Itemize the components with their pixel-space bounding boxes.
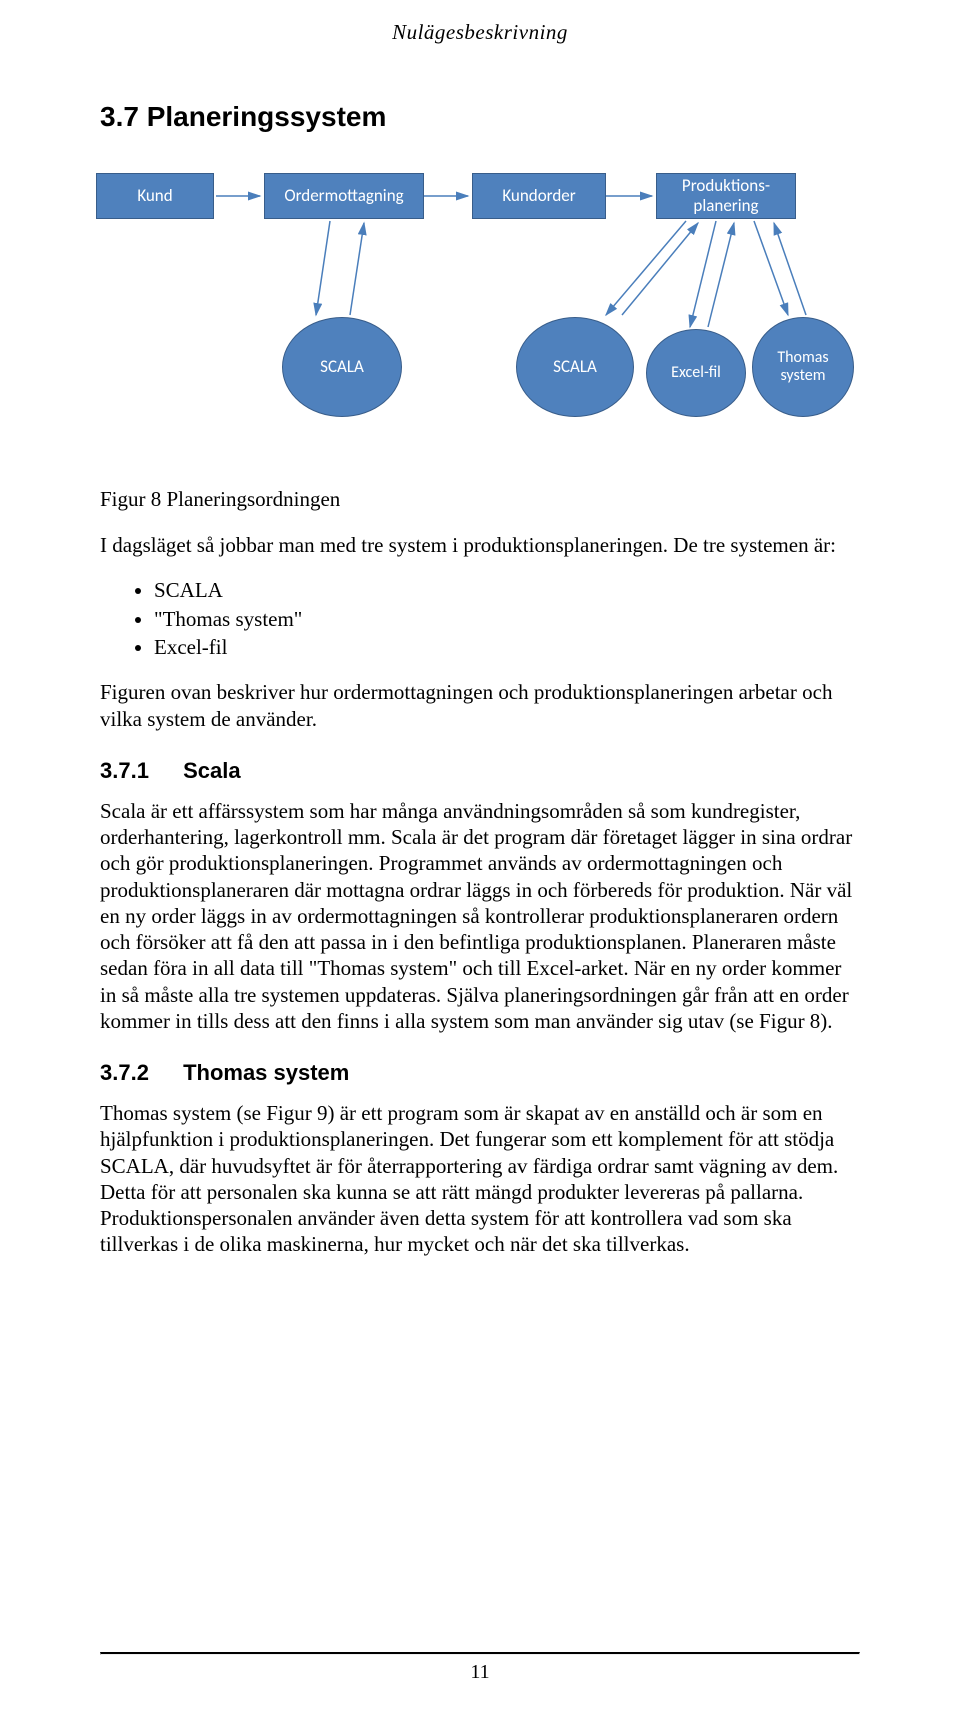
- subheading-text: Scala: [183, 758, 241, 784]
- node-excel: Excel-fil: [646, 329, 746, 417]
- subheading-text: Thomas system: [183, 1060, 349, 1086]
- section-heading: 3.7 Planeringssystem: [100, 101, 860, 133]
- node-scala-right: SCALA: [516, 317, 634, 417]
- node-kund: Kund: [96, 173, 214, 219]
- footer-rule: [100, 1652, 860, 1655]
- list-item: Excel-fil: [154, 633, 860, 661]
- planning-diagram: Kund Ordermottagning Kundorder Produktio…: [96, 157, 856, 477]
- page-footer: 11: [100, 1652, 860, 1684]
- list-item: SCALA: [154, 576, 860, 604]
- subheading-number: 3.7.2: [100, 1060, 149, 1086]
- figure-caption: Figur 8 Planeringsordningen: [100, 487, 860, 512]
- systems-bullet-list: SCALA "Thomas system" Excel-fil: [154, 576, 860, 661]
- figure-description-paragraph: Figuren ovan beskriver hur ordermottagni…: [100, 679, 860, 732]
- intro-paragraph: I dagsläget så jobbar man med tre system…: [100, 532, 860, 558]
- node-ordermottagning: Ordermottagning: [264, 173, 424, 219]
- node-scala-left: SCALA: [282, 317, 402, 417]
- subheading-scala: 3.7.1 Scala: [100, 758, 860, 784]
- subheading-number: 3.7.1: [100, 758, 149, 784]
- page-number: 11: [100, 1661, 860, 1684]
- thomas-paragraph: Thomas system (se Figur 9) är ett progra…: [100, 1100, 860, 1258]
- node-kundorder: Kundorder: [472, 173, 606, 219]
- scala-paragraph: Scala är ett affärssystem som har många …: [100, 798, 860, 1034]
- subheading-thomas: 3.7.2 Thomas system: [100, 1060, 860, 1086]
- node-produktionsplanering: Produktions- planering: [656, 173, 796, 219]
- running-header: Nulägesbeskrivning: [100, 0, 860, 45]
- list-item: "Thomas system": [154, 605, 860, 633]
- node-thomas: Thomas system: [752, 317, 854, 417]
